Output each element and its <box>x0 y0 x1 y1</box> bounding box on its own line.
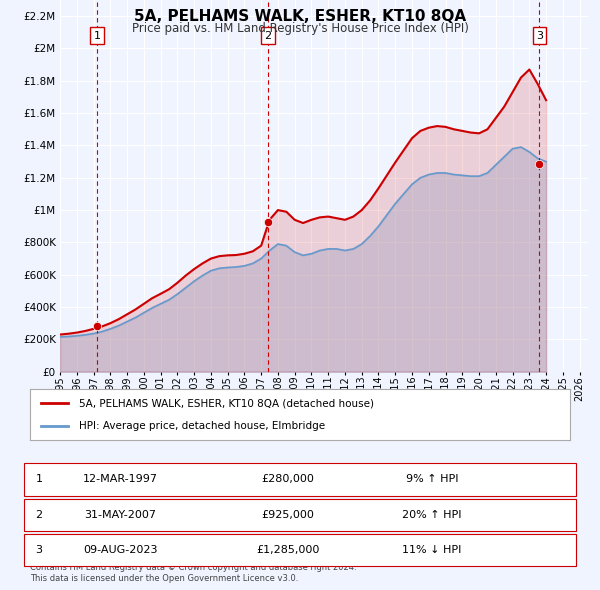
Text: 5A, PELHAMS WALK, ESHER, KT10 8QA: 5A, PELHAMS WALK, ESHER, KT10 8QA <box>134 9 466 24</box>
Text: 31-MAY-2007: 31-MAY-2007 <box>84 510 156 520</box>
Text: 3: 3 <box>35 545 43 555</box>
Text: 2: 2 <box>265 31 272 41</box>
Text: 9% ↑ HPI: 9% ↑ HPI <box>406 474 458 484</box>
Text: £925,000: £925,000 <box>262 510 314 520</box>
Text: £1,285,000: £1,285,000 <box>256 545 320 555</box>
Text: £280,000: £280,000 <box>262 474 314 484</box>
Text: 09-AUG-2023: 09-AUG-2023 <box>83 545 157 555</box>
Text: 12-MAR-1997: 12-MAR-1997 <box>83 474 157 484</box>
Text: 1: 1 <box>35 474 43 484</box>
Text: 20% ↑ HPI: 20% ↑ HPI <box>402 510 462 520</box>
Text: 11% ↓ HPI: 11% ↓ HPI <box>403 545 461 555</box>
Text: 1: 1 <box>94 31 100 41</box>
Text: 5A, PELHAMS WALK, ESHER, KT10 8QA (detached house): 5A, PELHAMS WALK, ESHER, KT10 8QA (detac… <box>79 398 374 408</box>
Text: Contains HM Land Registry data © Crown copyright and database right 2024.
This d: Contains HM Land Registry data © Crown c… <box>30 563 356 583</box>
Text: HPI: Average price, detached house, Elmbridge: HPI: Average price, detached house, Elmb… <box>79 421 325 431</box>
Text: 2: 2 <box>35 510 43 520</box>
Text: 3: 3 <box>536 31 543 41</box>
Text: Price paid vs. HM Land Registry's House Price Index (HPI): Price paid vs. HM Land Registry's House … <box>131 22 469 35</box>
